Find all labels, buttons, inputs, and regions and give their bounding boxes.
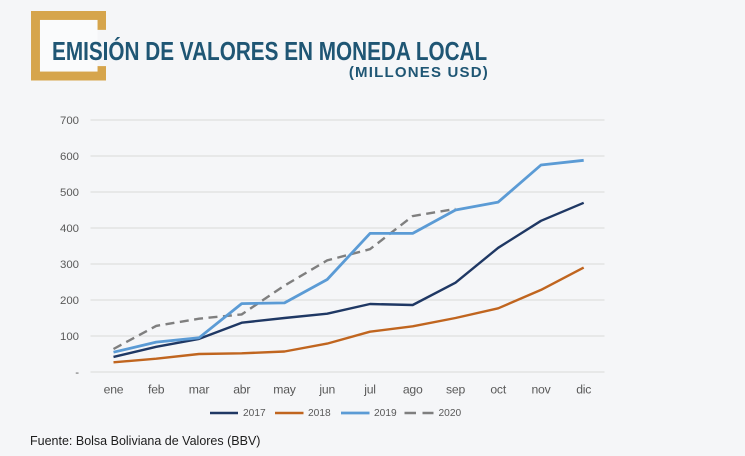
svg-text:200: 200 xyxy=(60,295,79,307)
svg-text:oct: oct xyxy=(490,383,506,397)
svg-text:ago: ago xyxy=(403,383,423,397)
svg-text:ene: ene xyxy=(104,383,124,397)
svg-text:500: 500 xyxy=(60,187,79,199)
svg-text:600: 600 xyxy=(60,151,79,163)
svg-text:dic: dic xyxy=(576,383,591,397)
svg-text:-: - xyxy=(75,367,79,379)
svg-text:100: 100 xyxy=(60,331,79,343)
svg-text:300: 300 xyxy=(60,259,79,271)
svg-text:2020: 2020 xyxy=(439,408,462,419)
svg-text:abr: abr xyxy=(233,383,250,397)
svg-text:sep: sep xyxy=(446,383,465,397)
svg-text:2018: 2018 xyxy=(308,408,331,419)
svg-text:mar: mar xyxy=(189,383,210,397)
svg-text:2019: 2019 xyxy=(374,408,397,419)
svg-text:jun: jun xyxy=(318,383,335,397)
svg-text:400: 400 xyxy=(60,223,79,235)
svg-text:2017: 2017 xyxy=(243,408,266,419)
svg-text:feb: feb xyxy=(148,383,165,397)
svg-text:may: may xyxy=(273,383,297,397)
svg-text:nov: nov xyxy=(531,383,551,397)
svg-text:700: 700 xyxy=(60,115,79,127)
svg-text:jul: jul xyxy=(363,383,376,397)
